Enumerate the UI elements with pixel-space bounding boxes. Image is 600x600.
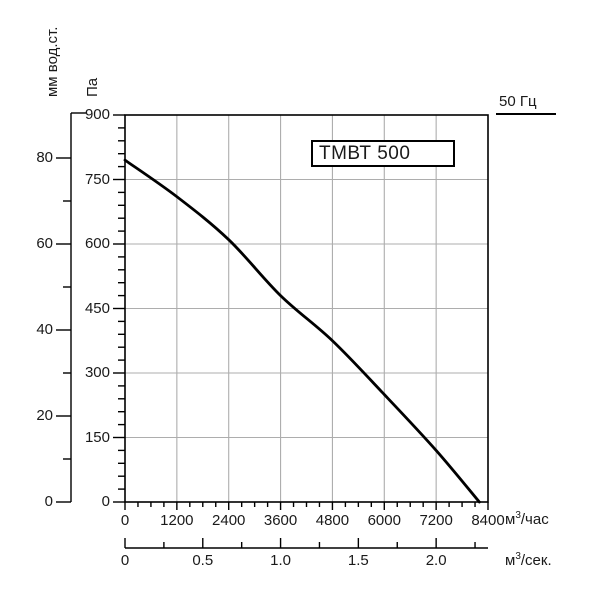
m3h-tick-label: 7200 — [419, 512, 453, 529]
m3h-unit-base: м — [505, 511, 516, 528]
m3h-unit-sup: 3 — [515, 510, 521, 521]
pa-tick-label: 600 — [84, 235, 110, 252]
m3h-tick-label: 0 — [120, 512, 130, 529]
pa-tick-label: 750 — [84, 170, 110, 188]
m3s-tick-label: 2.0 — [425, 552, 447, 569]
m3h-tick-label: 4800 — [315, 512, 350, 529]
frequency-label: 50 Гц — [496, 93, 556, 115]
mm-tick-label: 60 — [36, 235, 53, 252]
pa-tick-label: 300 — [84, 364, 110, 381]
m3h-tick-label: 2400 — [212, 512, 246, 529]
mm-tick-label: 80 — [36, 149, 53, 166]
model-title-text: ТМВТ 500 — [319, 143, 411, 164]
m3s-tick-label: 1.5 — [347, 552, 369, 569]
flow-m3s-unit-label: м3/сек. — [505, 551, 552, 569]
mm-tick-label: 40 — [36, 321, 53, 338]
m3s-tick-label: 0 — [120, 552, 130, 569]
m3s-unit-base: м — [505, 552, 516, 569]
pa-tick-label: 900 — [84, 106, 110, 123]
m3h-tick-label: 6000 — [367, 512, 401, 529]
m3h-tick-label: 3600 — [263, 512, 298, 529]
m3s-tick-label: 1.0 — [270, 552, 291, 569]
frequency-text: 50 Гц — [499, 93, 537, 110]
m3s-unit-sup: 3 — [515, 551, 521, 562]
m3s-unit-rest: /сек. — [520, 552, 552, 569]
flow-m3h-unit-label: м3/час — [505, 510, 549, 528]
performance-curve — [123, 158, 481, 504]
m3h-tick-label: 8400 — [471, 512, 505, 529]
model-title-box: ТМВТ 500 — [311, 140, 455, 167]
m3s-tick-label: 0.5 — [192, 552, 214, 569]
mm-tick-label: 20 — [36, 407, 53, 424]
pa-tick-label: 0 — [101, 493, 110, 510]
m3h-unit-rest: /час — [520, 511, 549, 528]
pa-tick-label: 150 — [84, 428, 110, 446]
pa-tick-label: 450 — [84, 299, 110, 317]
mm-tick-label: 0 — [44, 493, 53, 510]
pa-axis-title: Па — [84, 77, 101, 97]
mm-axis-title: мм вод.ст. — [44, 26, 61, 97]
m3h-tick-label: 1200 — [160, 512, 194, 529]
